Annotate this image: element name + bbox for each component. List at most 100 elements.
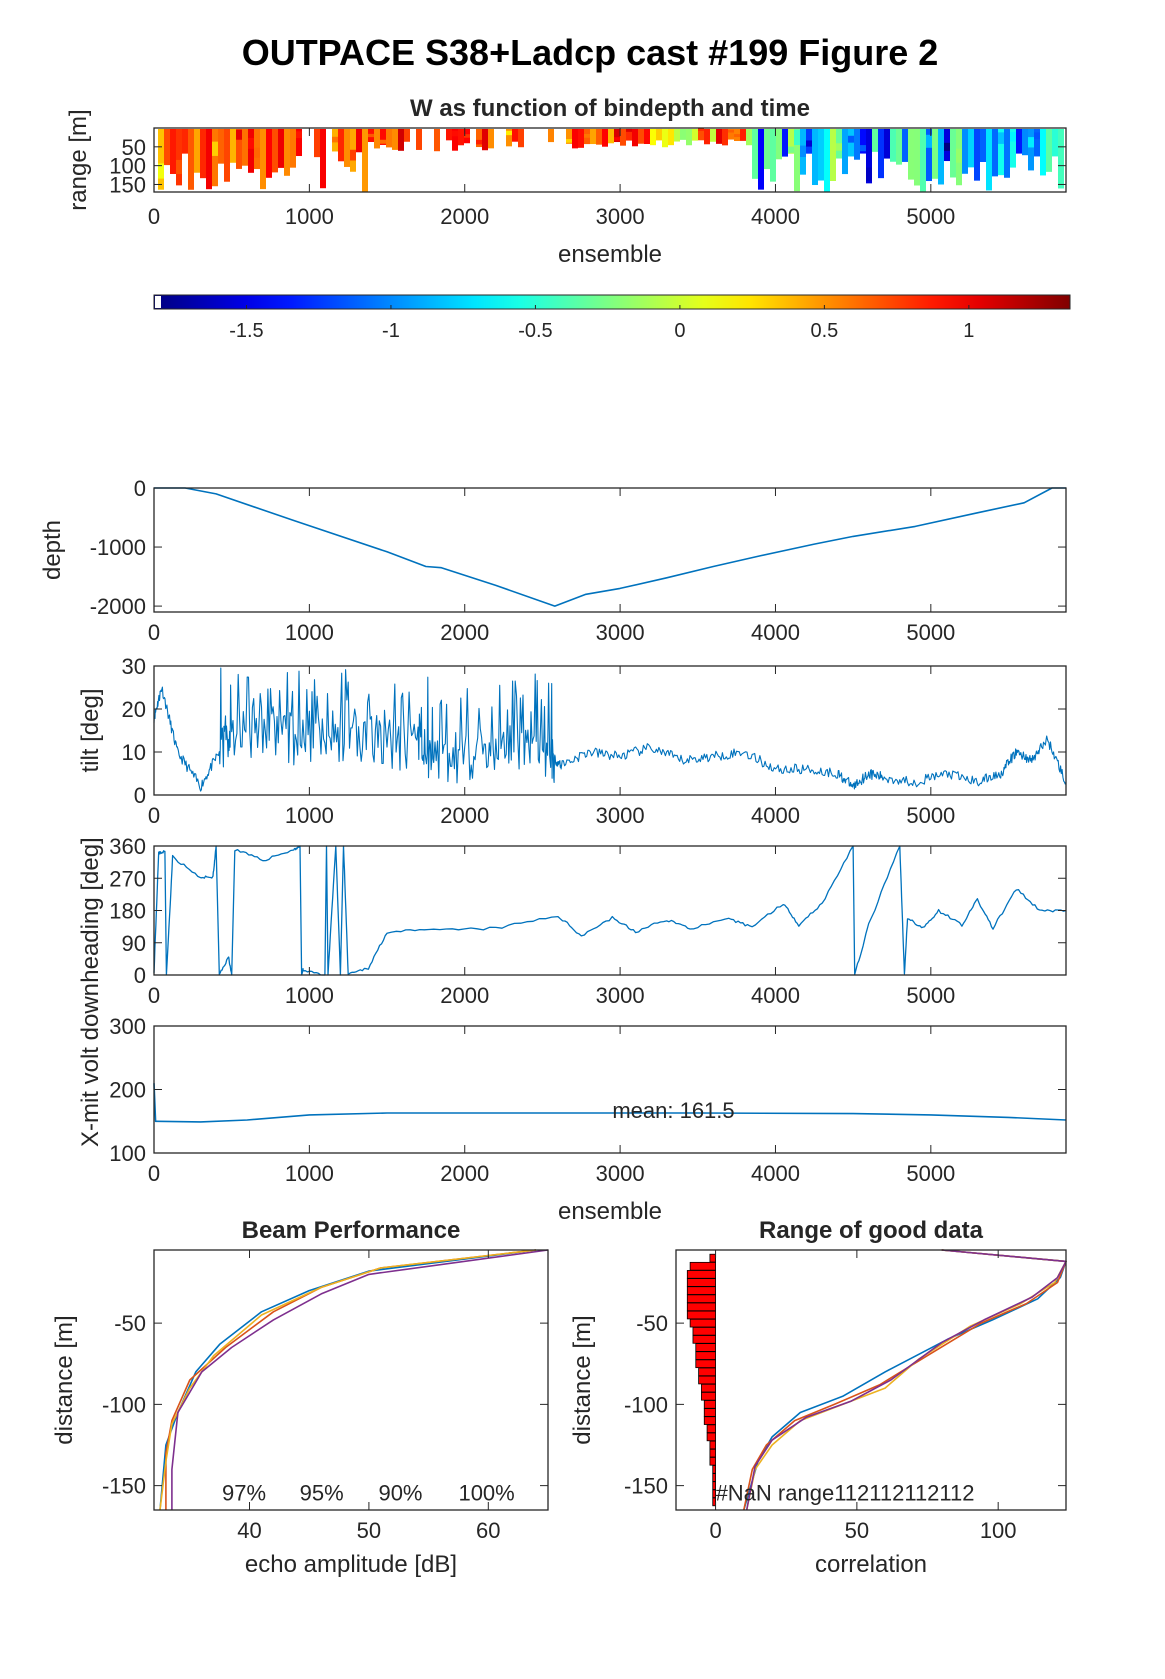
- nan-range-bar: [709, 1253, 716, 1263]
- heatmap-cell: [680, 129, 686, 140]
- heatmap-cell: [932, 129, 938, 179]
- heatmap-cell: [158, 163, 164, 179]
- y-tick-label: 200: [109, 1078, 146, 1103]
- heatmap-cell: [896, 129, 902, 165]
- heatmap-cell: [596, 129, 602, 145]
- heatmap-cell: [482, 129, 488, 151]
- heatmap-cell: [638, 129, 644, 144]
- heatmap-cell: [446, 129, 452, 141]
- heatmap-cell: [812, 129, 818, 186]
- heatmap-cell: [692, 129, 698, 141]
- heatmap-cell: [224, 129, 230, 182]
- heatmap-cell: [158, 129, 164, 190]
- nan-range-annotation: #NaN range112112112112: [716, 1480, 975, 1505]
- colorbar: [153, 294, 1071, 310]
- chart-title: Range of good data: [759, 1217, 984, 1244]
- colorbar-nan-swatch: [155, 296, 161, 308]
- x-tick-label: 0: [148, 983, 160, 1008]
- colorbar-tick-label: -0.5: [518, 320, 552, 342]
- y-tick-label: 0: [134, 476, 146, 501]
- heatmap-cell: [260, 129, 266, 190]
- heatmap-cell: [806, 140, 812, 147]
- heatmap-cell: [194, 129, 200, 173]
- heatmap-cell: [860, 145, 866, 152]
- y-tick-label: 300: [109, 1014, 146, 1039]
- heatmap-cell: [992, 129, 998, 177]
- heatmap-cell: [1016, 129, 1022, 154]
- heatmap-cell: [488, 129, 494, 149]
- y-tick-label: -150: [102, 1474, 146, 1499]
- y-tick-label: 0: [134, 963, 146, 988]
- colorbar-tick-label: -1: [382, 320, 400, 342]
- heatmap-cell: [752, 129, 758, 179]
- heatmap-cell: [242, 129, 248, 166]
- heatmap-cell: [344, 129, 350, 167]
- range_panel-frame: [675, 1249, 1067, 1511]
- heatmap-cell: [506, 129, 512, 147]
- heatmap-cell: [824, 129, 830, 192]
- heatmap-cell: [332, 136, 338, 143]
- y-tick-label: 30: [122, 654, 146, 679]
- nan-range-bar: [695, 1351, 716, 1360]
- xmit-line: [153, 1083, 1067, 1123]
- heatmap-cell: [584, 134, 590, 138]
- heatmap-cell: [860, 129, 866, 154]
- y-tick-label: 180: [109, 899, 146, 924]
- heatmap-cell: [890, 129, 896, 162]
- nan-range-bar: [703, 1416, 716, 1425]
- heatmap-cell: [632, 129, 638, 147]
- y-axis-label: depth: [39, 520, 66, 580]
- heatmap-cell: [566, 139, 572, 143]
- heatmap-cell: [794, 129, 800, 146]
- x-tick-label: 40: [237, 1518, 261, 1543]
- nan-range-bar: [703, 1408, 716, 1417]
- x-tick-label: 5000: [906, 204, 955, 229]
- heatmap-cell: [764, 129, 770, 170]
- x-tick-label: 2000: [440, 204, 489, 229]
- heatmap-cell: [380, 139, 386, 144]
- heatmap-cell: [656, 129, 662, 141]
- heatmap-cell: [236, 129, 242, 140]
- heatmap-cell: [368, 133, 374, 138]
- x-tick-label: 2000: [440, 1161, 489, 1186]
- nan-range-bar: [709, 1440, 716, 1450]
- y-tick-label: -50: [114, 1311, 146, 1336]
- heatmap-cell: [878, 129, 884, 179]
- depth_panel-background: [154, 488, 1066, 612]
- heatmap-cell: [776, 129, 782, 160]
- heatmap-cell: [662, 129, 668, 148]
- heatmap-cell: [866, 167, 872, 182]
- heatmap-cell: [218, 129, 224, 164]
- y-tick-label: -150: [624, 1474, 668, 1499]
- heatmap-cell: [716, 129, 722, 144]
- x-tick-label: 1000: [285, 983, 334, 1008]
- x-tick-label: 3000: [596, 204, 645, 229]
- heatmap-cell: [686, 129, 692, 146]
- x-tick-label: 4000: [751, 803, 800, 828]
- x-tick-label: 0: [148, 204, 160, 229]
- y-tick-label: -50: [636, 1311, 668, 1336]
- x-tick-label: 5000: [906, 620, 955, 645]
- heatmap-cell: [1028, 137, 1034, 148]
- heatmap-cell: [170, 129, 176, 174]
- beam-percent-label: 95%: [300, 1480, 344, 1505]
- x-tick-label: 60: [476, 1518, 500, 1543]
- nan-range-bar: [695, 1343, 716, 1352]
- beam-percent-label: 97%: [222, 1480, 266, 1505]
- heatmap-cell: [404, 129, 410, 142]
- x-tick-label: 4000: [751, 983, 800, 1008]
- heatmap-cell: [518, 129, 524, 148]
- heatmap-cell: [698, 129, 704, 141]
- heatmap-cell: [206, 129, 212, 190]
- y-axis-label: range [m]: [65, 109, 92, 210]
- heatmap-cell: [950, 129, 956, 178]
- heatmap-cells: [158, 128, 1064, 192]
- x-tick-label: 4000: [751, 620, 800, 645]
- nan-range-bar: [712, 1497, 716, 1507]
- nan-range-bar: [701, 1383, 716, 1393]
- heatmap-cell: [836, 143, 842, 151]
- heatmap-cell: [230, 129, 236, 163]
- nan-range-bar: [706, 1432, 716, 1442]
- heatmap-cell: [254, 147, 260, 158]
